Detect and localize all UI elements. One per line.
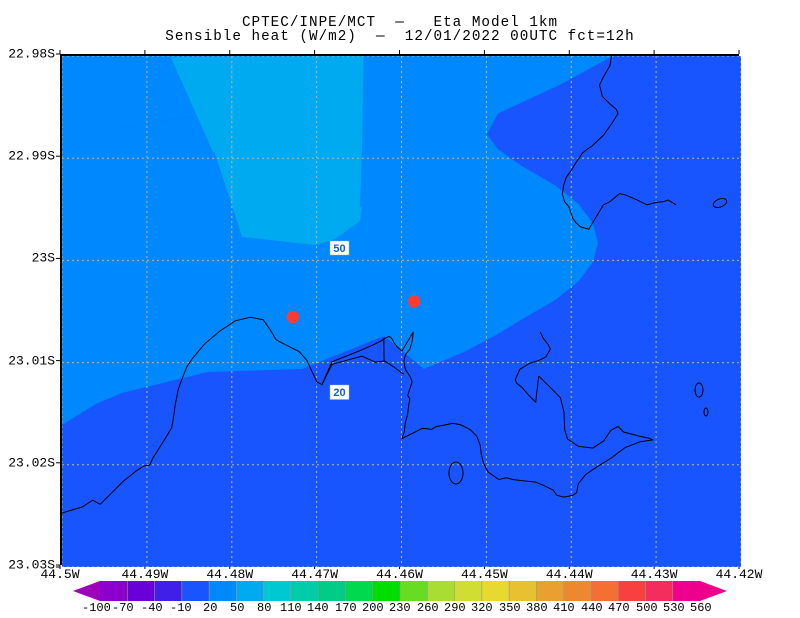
- svg-text:20: 20: [333, 387, 345, 399]
- svg-text:50: 50: [333, 243, 345, 255]
